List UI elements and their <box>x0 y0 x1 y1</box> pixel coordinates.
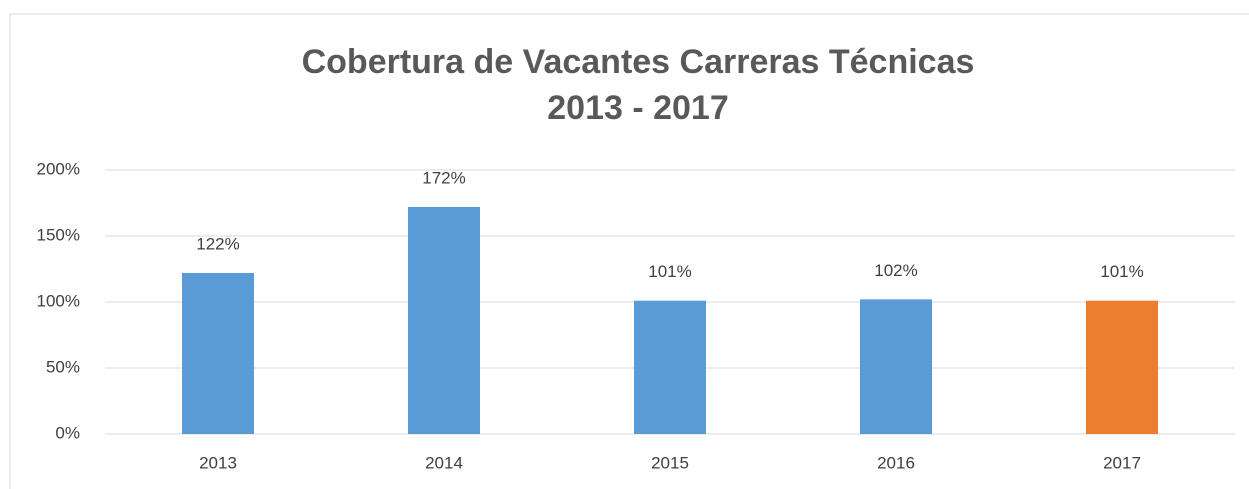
data-label: 172% <box>422 168 465 187</box>
x-tick-label: 2013 <box>199 453 237 472</box>
bar <box>860 299 932 434</box>
y-tick-label: 100% <box>37 291 80 310</box>
y-tick-label: 50% <box>46 357 80 376</box>
data-label: 102% <box>874 261 917 280</box>
y-tick-label: 0% <box>55 423 80 442</box>
bar <box>408 206 480 434</box>
y-tick-label: 200% <box>37 159 80 178</box>
y-tick-label: 150% <box>37 225 80 244</box>
x-tick-label: 2014 <box>425 453 463 472</box>
chart-title: Cobertura de Vacantes Carreras Técnicas <box>302 43 975 81</box>
bar <box>634 300 706 434</box>
x-tick-label: 2015 <box>651 453 689 472</box>
bar <box>1086 300 1158 434</box>
chart-title: 2013 - 2017 <box>547 89 729 127</box>
data-label: 101% <box>648 262 691 281</box>
chart-frame <box>9 13 1249 489</box>
data-label: 101% <box>1100 262 1143 281</box>
x-tick-label: 2016 <box>877 453 915 472</box>
x-tick-label: 2017 <box>1103 453 1141 472</box>
bar <box>182 272 254 434</box>
data-label: 122% <box>196 234 239 253</box>
